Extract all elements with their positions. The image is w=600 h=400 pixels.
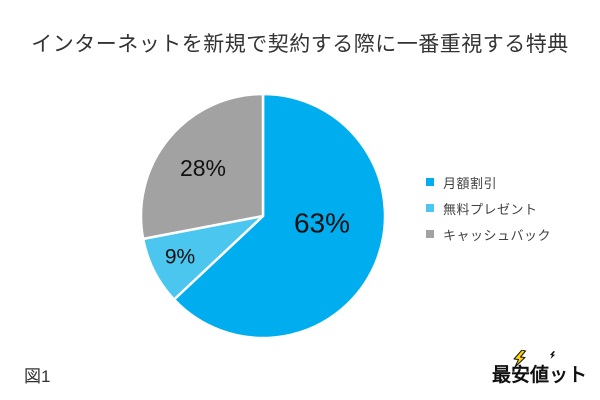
site-logo: 最安値ット — [492, 350, 588, 387]
mini-bolt-icon — [550, 351, 555, 359]
legend-swatch — [426, 178, 434, 186]
pie-slice-label: 63% — [294, 208, 350, 239]
pie-slice-label: 28% — [180, 155, 226, 181]
pie-slice-1 — [172, 92, 387, 340]
legend-label: 無料プレゼント — [443, 201, 538, 217]
legend-item-1: 月額割引 — [426, 174, 551, 191]
legend-swatch — [426, 230, 434, 238]
figure-label: 図1 — [24, 367, 51, 386]
pie-slice-3 — [139, 92, 265, 241]
legend-swatch — [426, 204, 434, 212]
legend-label: キャッシュバック — [443, 227, 552, 243]
legend-label: 月額割引 — [443, 175, 498, 191]
legend-item-3: キャッシュバック — [426, 226, 552, 243]
legend-item-2: 無料プレゼント — [426, 200, 551, 217]
chart-title: インターネットを新規で契約する際に一番重視する特典 — [31, 33, 569, 56]
pie-chart: 63% 9% 28% — [139, 92, 387, 340]
pie-slice-label: 9% — [165, 246, 195, 269]
legend: 月額割引無料プレゼント キャッシュバック — [426, 174, 551, 252]
site-logo-text: 最安値ット — [492, 365, 588, 386]
lightning-bolt-icon — [513, 350, 526, 368]
